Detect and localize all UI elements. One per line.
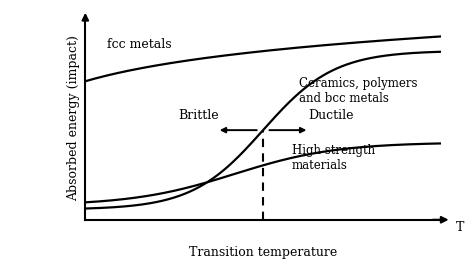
Text: Ductile: Ductile — [308, 109, 353, 122]
Text: T: T — [456, 221, 465, 234]
Text: Brittle: Brittle — [179, 109, 219, 122]
Y-axis label: Absorbed energy (impact): Absorbed energy (impact) — [67, 35, 80, 201]
Text: Transition temperature: Transition temperature — [189, 246, 337, 259]
Text: Ceramics, polymers
and bcc metals: Ceramics, polymers and bcc metals — [299, 77, 417, 105]
Text: fcc metals: fcc metals — [107, 38, 171, 51]
Text: High strength
materials: High strength materials — [292, 144, 374, 172]
